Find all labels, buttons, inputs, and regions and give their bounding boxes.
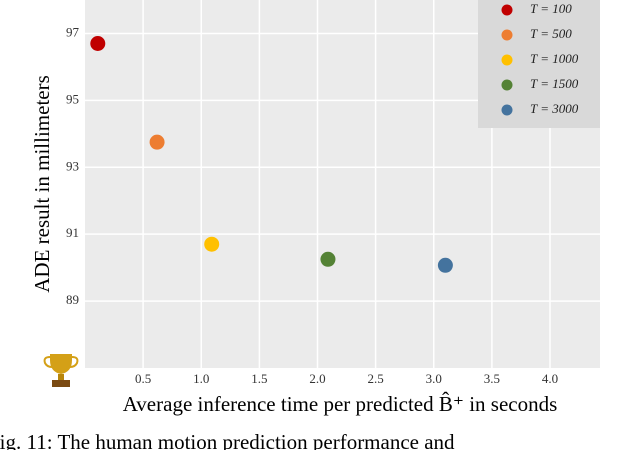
x-tick-label: 3.5 <box>484 371 500 386</box>
point <box>320 251 336 267</box>
x-tick-label: 1.5 <box>251 371 267 386</box>
y-tick-label: 95 <box>66 91 79 106</box>
y-tick-label: 93 <box>66 158 79 173</box>
y-axis-label: ADE result in millimeters <box>30 75 54 293</box>
legend-marker <box>501 54 513 66</box>
caption: Fig. 11: The human motion prediction per… <box>0 430 455 450</box>
legend-label: T = 3000 <box>530 101 579 116</box>
trophy-icon <box>43 354 79 387</box>
legend-label: T = 100 <box>530 1 572 16</box>
y-tick-label: 97 <box>66 24 80 39</box>
x-axis-label: Average inference time per predicted B̂⁺… <box>123 392 558 416</box>
legend-label: T = 1500 <box>530 76 579 91</box>
legend-label: T = 500 <box>530 26 572 41</box>
legend-marker <box>501 29 513 41</box>
legend-label: T = 1000 <box>530 51 579 66</box>
point <box>204 236 220 252</box>
point <box>90 35 106 51</box>
legend-background <box>478 0 600 128</box>
legend-marker <box>501 4 513 16</box>
legend-marker <box>501 79 513 91</box>
x-tick-label: 0.5 <box>135 371 151 386</box>
x-tick-label: 1.0 <box>193 371 209 386</box>
point <box>149 134 165 150</box>
legend-marker <box>501 104 513 116</box>
y-tick-label: 89 <box>66 292 79 307</box>
point <box>437 257 453 273</box>
x-tick-label: 2.5 <box>368 371 384 386</box>
y-tick-label: 91 <box>66 225 79 240</box>
x-tick-label: 2.0 <box>309 371 325 386</box>
x-tick-label: 3.0 <box>426 371 442 386</box>
x-tick-label: 4.0 <box>542 371 558 386</box>
